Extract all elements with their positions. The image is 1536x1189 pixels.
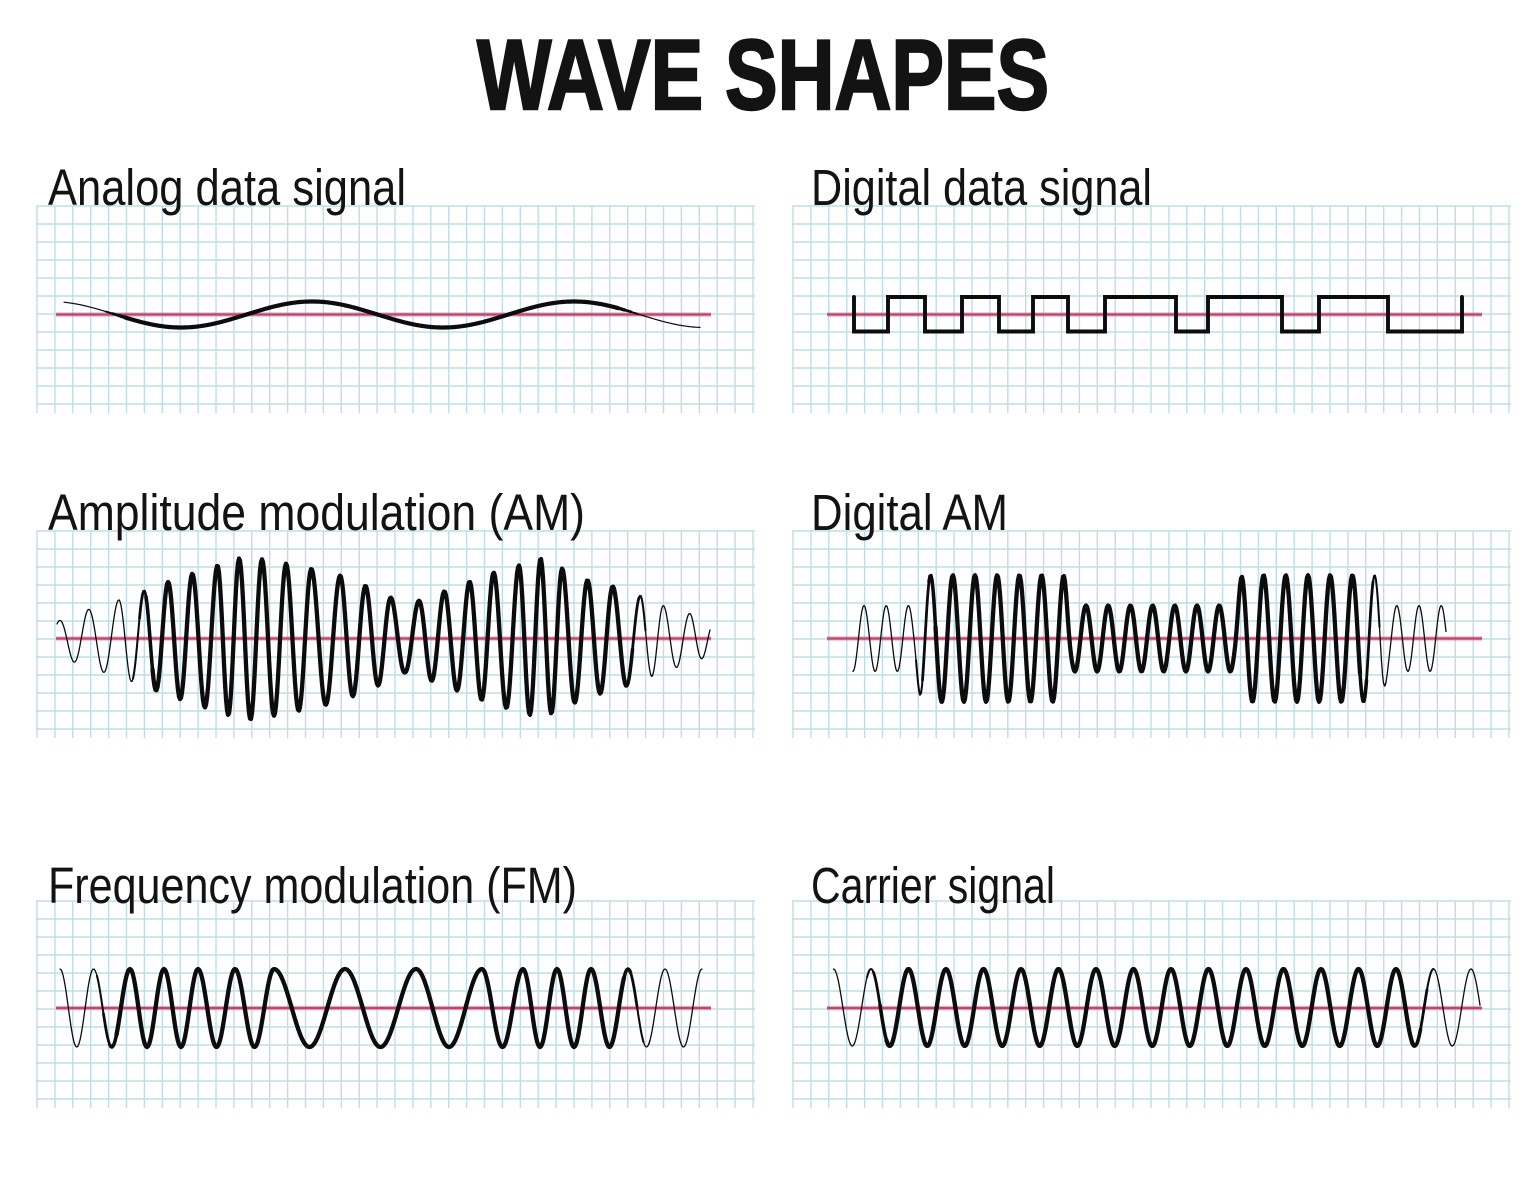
svg-text:WAVE SHAPES: WAVE SHAPES [477, 19, 1049, 130]
svg-text:Digital AM: Digital AM [811, 484, 1008, 541]
svg-text:Frequency modulation (FM): Frequency modulation (FM) [48, 857, 577, 914]
svg-text:Analog data signal: Analog data signal [48, 159, 406, 216]
svg-text:Amplitude modulation (AM): Amplitude modulation (AM) [48, 484, 585, 541]
svg-text:Carrier signal: Carrier signal [811, 857, 1055, 914]
svg-text:Digital data signal: Digital data signal [811, 159, 1152, 216]
